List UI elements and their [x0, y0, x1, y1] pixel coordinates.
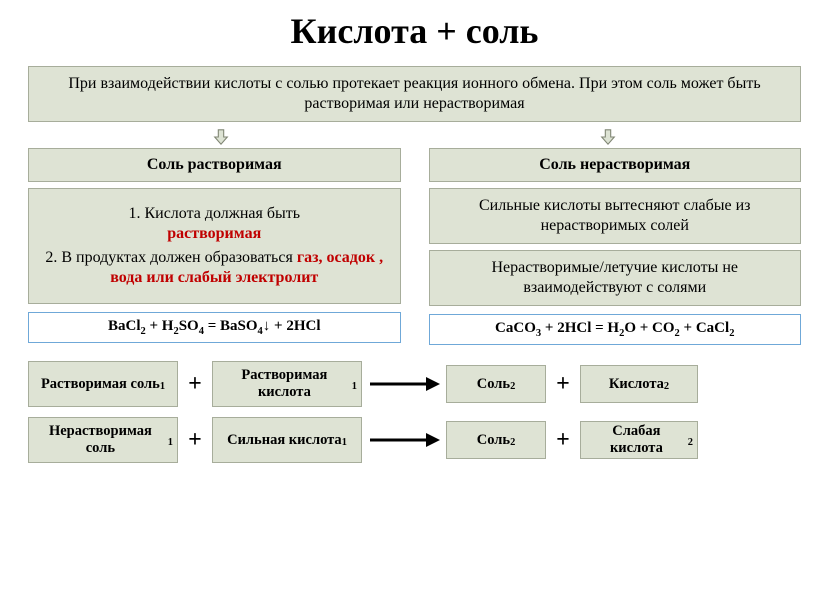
product-box: Кислота2 — [580, 365, 698, 403]
intro-box: При взаимодействии кислоты с солью проте… — [28, 66, 801, 122]
left-column: Соль растворимая 1. Кислота должная быть… — [28, 148, 401, 345]
right-rule1: Сильные кислоты вытесняют слабые из нера… — [429, 188, 802, 244]
plus-icon: + — [184, 427, 206, 454]
down-arrow-icon — [212, 128, 230, 146]
right-equation: CaCO3 + 2HCl = H2O + CO2 + CaCl2 — [429, 314, 802, 345]
left-rule1-em: растворимая — [167, 225, 261, 242]
right-column: Соль нерастворимая Сильные кислоты вытес… — [429, 148, 802, 345]
reactant-box: Растворимая кислота1 — [212, 361, 362, 407]
reaction-row: Растворимая соль1 + Растворимая кислота1… — [28, 361, 801, 407]
product-box: Соль2 — [446, 365, 546, 403]
left-equation: BaCl2 + H2SO4 = BaSO4↓ + 2HCl — [28, 312, 401, 343]
columns: Соль растворимая 1. Кислота должная быть… — [28, 148, 801, 345]
reaction-row: Нерастворимая соль1 + Сильная кислота1 С… — [28, 417, 801, 463]
plus-icon: + — [552, 427, 574, 454]
right-header: Соль нерастворимая — [429, 148, 802, 182]
down-arrow-icon — [599, 128, 617, 146]
left-rule1-prefix: 1. Кислота должная быть — [128, 205, 300, 222]
left-rules: 1. Кислота должная быть растворимая 2. В… — [28, 188, 401, 304]
right-arrow-icon — [368, 431, 440, 449]
left-header: Соль растворимая — [28, 148, 401, 182]
product-box: Соль2 — [446, 421, 546, 459]
plus-icon: + — [552, 371, 574, 398]
reactant-box: Сильная кислота1 — [212, 417, 362, 463]
reaction-schemes: Растворимая соль1 + Растворимая кислота1… — [28, 361, 801, 463]
reactant-box: Нерастворимая соль1 — [28, 417, 178, 463]
right-rule2: Нерастворимые/летучие кислоты не взаимод… — [429, 250, 802, 306]
left-rule2-prefix: 2. В продуктах должен образоваться — [45, 249, 296, 266]
right-arrow-icon — [368, 375, 440, 393]
product-box: Слабая кислота2 — [580, 421, 698, 459]
reactant-box: Растворимая соль1 — [28, 361, 178, 407]
plus-icon: + — [184, 371, 206, 398]
page-title: Кислота + соль — [28, 10, 801, 52]
arrows-row — [28, 128, 801, 146]
